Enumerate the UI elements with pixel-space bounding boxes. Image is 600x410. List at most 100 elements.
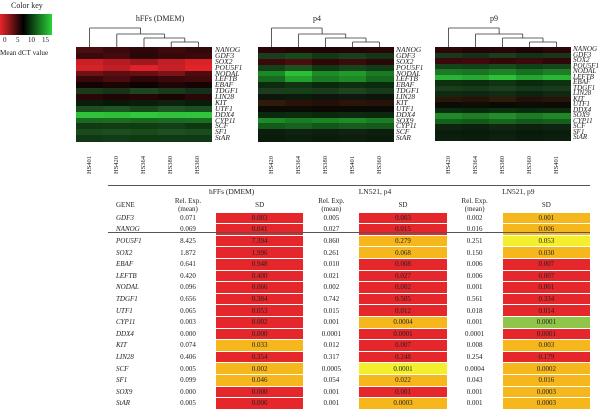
rel-exp-cell: 0.099 bbox=[180, 376, 196, 385]
heatmap-cell bbox=[103, 129, 131, 136]
heatmap-cell bbox=[285, 88, 313, 95]
heatmap-cell bbox=[312, 94, 340, 101]
sd-cell: 0.354 bbox=[216, 351, 304, 364]
rel-exp-cell: 0.018 bbox=[466, 306, 483, 315]
gene-label: EBAF bbox=[396, 80, 415, 90]
heatmap-cell bbox=[285, 99, 313, 107]
table-row: KIT 0.074 0.033 0.012 0.007 0.008 0.003 bbox=[108, 339, 590, 352]
heatmap-cell bbox=[516, 113, 544, 120]
rel-exp-header: Rel. Exp. (mean) bbox=[174, 196, 202, 213]
rel-exp-cell: 0.027 bbox=[323, 225, 340, 234]
heatmap-cell bbox=[489, 85, 517, 92]
heatmap-cell bbox=[489, 129, 517, 136]
heatmap-cell bbox=[339, 76, 367, 83]
gene-label: KIT bbox=[215, 97, 227, 107]
rel-exp-cell: 0.0004 bbox=[465, 364, 485, 373]
heatmap-cell bbox=[312, 135, 340, 142]
heatmap-cell bbox=[184, 88, 213, 95]
group-header-p9: LN521, p9 bbox=[502, 186, 535, 196]
table-row: NANOG 0.069 0.041 0.027 0.015 0.016 0.006 bbox=[108, 223, 590, 236]
heatmap-cell bbox=[489, 47, 517, 54]
heatmap-cell bbox=[339, 117, 367, 124]
heatmap-cell bbox=[103, 82, 131, 89]
gene-cell: DDX4 bbox=[116, 329, 134, 338]
sd-cell: 0.002 bbox=[216, 316, 304, 329]
heatmap-cell bbox=[516, 96, 544, 103]
heatmap-cell bbox=[130, 52, 159, 60]
heatmap-cell bbox=[157, 58, 186, 66]
heatmap-cell bbox=[103, 58, 131, 66]
heatmap-cell bbox=[435, 102, 463, 109]
gene-cell: UTF1 bbox=[116, 306, 133, 315]
heatmap-cell bbox=[157, 82, 186, 89]
table-row: CYP11 0.003 0.002 0.001 0.0004 0.001 0.0001 bbox=[108, 316, 590, 329]
heatmap-cell bbox=[285, 82, 313, 89]
sd-cell: 0.003 bbox=[502, 339, 590, 352]
heatmap-cell bbox=[366, 70, 394, 77]
expression-table: hFFs (DMEM) LN521, p4 LN521, p9 GENE Rel… bbox=[108, 186, 590, 410]
sd-cell: 0.022 bbox=[359, 374, 447, 387]
gene-label: LIN28 bbox=[215, 92, 235, 101]
rel-exp-cell: 0.261 bbox=[323, 248, 340, 257]
sample-label: HS401 bbox=[348, 155, 356, 174]
heatmap-cell bbox=[130, 117, 159, 124]
rel-exp-cell: 0.0001 bbox=[465, 329, 485, 338]
heatmap-cell bbox=[462, 118, 490, 125]
gene-label: EBAF bbox=[573, 78, 591, 87]
table-row: SOX9 0.000 0.000 0.001 0.001 0.001 0.0003 bbox=[108, 386, 590, 399]
sd-cell: 1.996 bbox=[216, 246, 304, 259]
gene-cell: CYP11 bbox=[116, 318, 136, 327]
sd-header: SD bbox=[541, 200, 551, 209]
heatmap-cell bbox=[76, 117, 104, 124]
table-top-rule bbox=[108, 185, 590, 186]
sd-cell: 0.008 bbox=[359, 258, 447, 271]
gene-label: SF1 bbox=[215, 127, 228, 137]
heatmap-grid bbox=[76, 47, 213, 142]
heatmap-cell bbox=[76, 94, 104, 101]
sd-cell: 0.0003 bbox=[502, 386, 590, 399]
rel-exp-cell: 0.420 bbox=[180, 271, 196, 280]
heatmap-cell bbox=[489, 52, 517, 59]
heatmap-cell bbox=[258, 58, 286, 66]
heatmap-cell bbox=[76, 47, 104, 54]
sd-cell: 0.0003 bbox=[359, 397, 447, 410]
gene-cell: SOX9 bbox=[116, 387, 133, 396]
sd-cell: 0.001 bbox=[359, 386, 447, 399]
sd-cell: 0.384 bbox=[216, 293, 304, 306]
heatmap-cell bbox=[489, 69, 517, 76]
heatmap-cell bbox=[184, 123, 213, 130]
gene-cell: EBAF bbox=[116, 260, 134, 269]
rel-exp-cell: 0.010 bbox=[323, 260, 340, 269]
heatmap-cell bbox=[312, 111, 340, 118]
rel-exp-cell: 0.656 bbox=[180, 295, 196, 304]
group-header-p4: LN521, p4 bbox=[358, 186, 392, 196]
gene-label: DDX4 bbox=[396, 109, 416, 119]
rel-exp-cell: 0.000 bbox=[180, 329, 196, 338]
heatmap-cell bbox=[339, 47, 367, 54]
group-header-hffs: hFFs (DMEM) bbox=[209, 186, 255, 196]
table-row: DDX4 0.000 0.000 0.0001 0.0001 0.0001 0.0001 bbox=[108, 328, 590, 341]
gene-cell: TDGF1 bbox=[116, 295, 138, 304]
sample-label: HS364 bbox=[294, 155, 302, 174]
heatmap-cell bbox=[312, 88, 340, 95]
heatmap-cell bbox=[258, 64, 286, 71]
heatmap-cell bbox=[312, 58, 340, 66]
rel-exp-header: Rel. Exp. (mean) bbox=[318, 196, 345, 213]
sd-cell: 0.0001 bbox=[502, 316, 590, 329]
rel-exp-cell: 0.001 bbox=[466, 399, 483, 408]
heatmap-cell bbox=[130, 94, 159, 101]
gene-label: GDF3 bbox=[396, 50, 416, 60]
heatmap-cell bbox=[103, 52, 131, 60]
heatmap-cell bbox=[130, 47, 159, 54]
heatmap-cell bbox=[184, 70, 213, 77]
sample-label: HS401 bbox=[85, 155, 93, 174]
heatmap-cell bbox=[435, 52, 463, 59]
heatmap-cell bbox=[157, 105, 186, 113]
heatmap-cell bbox=[130, 82, 159, 89]
subheader-rule bbox=[108, 232, 590, 233]
table-row: SOX2 1.872 1.996 0.261 0.068 0.150 0.030 bbox=[108, 246, 590, 259]
heatmap-cell bbox=[157, 111, 186, 118]
sd-cell: 0.041 bbox=[216, 223, 304, 236]
rel-exp-cell: 0.0001 bbox=[321, 329, 341, 338]
rel-exp-cell: 0.054 bbox=[323, 376, 340, 385]
